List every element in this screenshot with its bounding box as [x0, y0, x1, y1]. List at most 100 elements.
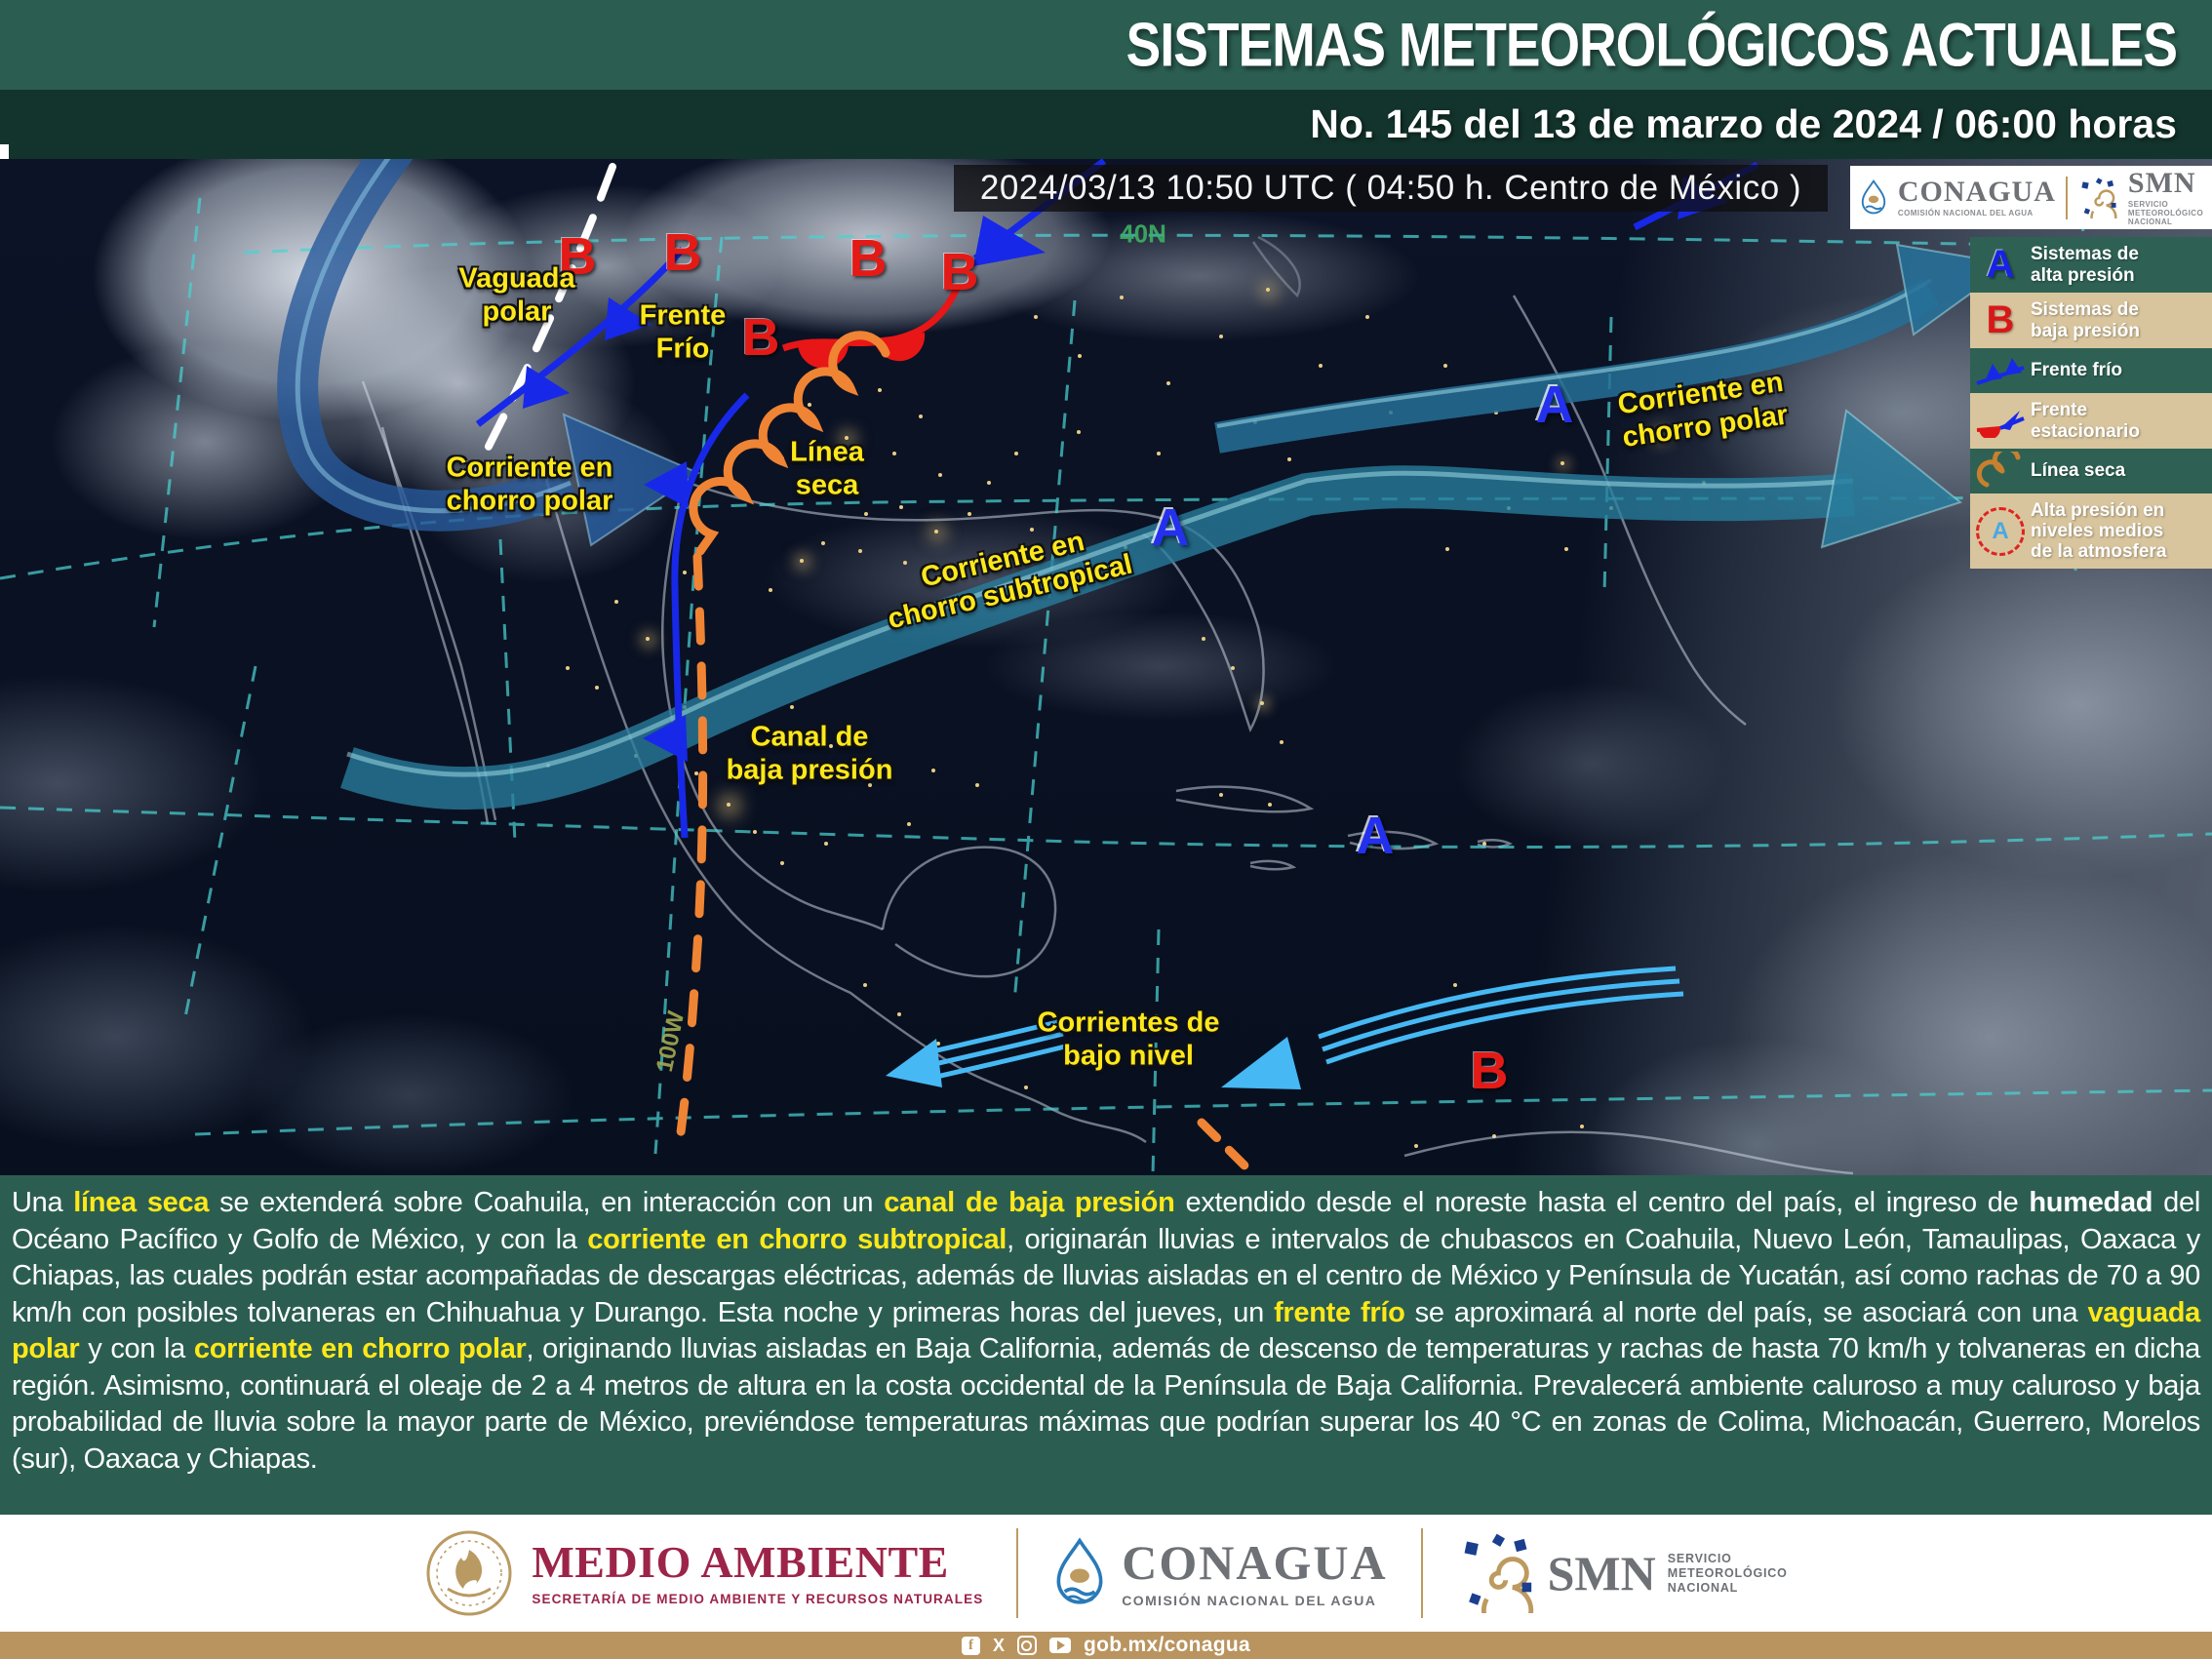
edge-artifact	[0, 144, 9, 159]
satellite-timestamp: 2024/03/13 10:50 UTC ( 04:50 h. Centro d…	[954, 165, 1828, 212]
facebook-icon[interactable]: f	[961, 1636, 980, 1655]
coastlines	[361, 235, 1854, 1175]
medio-ambiente-wordmark: MEDIO AMBIENTE	[532, 1537, 949, 1587]
smn-wordmark: SMN	[1547, 1545, 1656, 1600]
conagua-drop-icon	[1861, 178, 1886, 214]
gob-mx-link[interactable]: gob.mx/conagua	[1083, 1634, 1251, 1656]
conagua-caption: COMISIÓN NACIONAL DEL AGUA	[1122, 1593, 1377, 1608]
conagua-logo: CONAGUA COMISIÓN NACIONAL DEL AGUA	[1051, 1537, 1387, 1609]
label-chorro-polar-west: Corriente en chorro polar	[446, 452, 613, 516]
description-run: se aproximará al norte del país, se asoc…	[1404, 1296, 2088, 1328]
mid-level-high-icon: A	[1976, 506, 2025, 556]
cold-fronts	[475, 159, 1759, 839]
smn-caption: SERVICIO METEOROLÓGICO NACIONAL	[1667, 1551, 1788, 1595]
polar-jet-east	[1214, 243, 2014, 454]
instagram-icon[interactable]	[1016, 1636, 1037, 1655]
smn-wordmark: SMN	[2127, 166, 2196, 199]
bulletin-number: No. 145 del 13 de marzo de 2024 / 06:00 …	[1310, 101, 2177, 146]
description-keyword: vaguada polar	[12, 1296, 2201, 1365]
medio-ambiente-logo: MEDIO AMBIENTE SECRETARÍA DE MEDIO AMBIE…	[424, 1528, 983, 1618]
label-corrientes-bajo-nivel: Corrientes de bajo nivel	[1037, 1007, 1220, 1071]
page-title: SISTEMAS METEOROLÓGICOS ACTUALES	[1126, 10, 2178, 80]
conagua-wordmark: CONAGUA	[1122, 1535, 1388, 1590]
youtube-icon[interactable]	[1048, 1638, 1071, 1653]
mexico-seal-icon	[426, 1530, 512, 1616]
high-pressure-letter: A	[1986, 243, 2015, 286]
high-pressure-letter: A	[1992, 517, 2009, 544]
description-keyword: corriente en chorro subtropical	[587, 1223, 1007, 1255]
label-frente-frio: Frente Frío	[639, 299, 727, 364]
polar-trough-line	[472, 163, 616, 475]
cold-front-icon	[1976, 358, 2025, 385]
smn-logo: SMN SERVICIO METEOROLÓGICO NACIONAL	[1456, 1533, 1788, 1613]
subtropical-jet-arrowhead	[1820, 409, 1963, 549]
legend-row-alta-niveles-medios: A Alta presión en niveles medios de la a…	[1970, 494, 2212, 569]
description-text: Una línea seca se extenderá sobre Coahui…	[0, 1175, 2212, 1487]
conagua-caption: COMISIÓN NACIONAL DEL AGUA	[1897, 208, 2034, 217]
legend-row-alta-presion: A Sistemas de alta presión	[1970, 237, 2212, 293]
logo-divider	[2065, 176, 2068, 219]
high-pressure-letter: A	[1151, 498, 1190, 557]
footer-divider	[1016, 1528, 1019, 1618]
legend-row-linea-seca: Línea seca	[1970, 449, 2212, 494]
high-pressure-letter: A	[1535, 375, 1574, 434]
low-pressure-letter: B	[558, 227, 597, 286]
x-icon[interactable]: X	[992, 1636, 1005, 1655]
label-chorro-polar-east: Corriente en chorro polar	[1615, 366, 1791, 454]
cloud-layer	[0, 159, 2212, 1175]
footer-divider	[1420, 1528, 1423, 1618]
city-lights	[0, 159, 4, 163]
high-pressure-letter: A	[1356, 807, 1395, 865]
header-bar: SISTEMAS METEOROLÓGICOS ACTUALES	[0, 0, 2212, 90]
subheader-bar: No. 145 del 13 de marzo de 2024 / 06:00 …	[0, 90, 2212, 159]
legend-label: Sistemas de alta presión	[2031, 244, 2139, 286]
legend-label: Sistemas de baja presión	[2031, 299, 2140, 341]
day-night-terminator	[0, 159, 2212, 1175]
stationary-front	[781, 284, 962, 369]
smn-swirl-icon	[2081, 177, 2117, 218]
low-pressure-letter: B	[849, 229, 888, 288]
dry-line	[673, 331, 1249, 1170]
polar-jet-east-arrowhead	[1895, 243, 2014, 336]
smn-caption: SERVICIO METEOROLÓGICO NACIONAL	[2127, 199, 2204, 227]
low-pressure-letter: B	[741, 308, 780, 367]
low-level-current-arrows	[886, 966, 1684, 1089]
description-run: extendido desde el noreste hasta el cent…	[1174, 1187, 2030, 1218]
forecast-description: Una línea seca se extenderá sobre Coahui…	[0, 1175, 2212, 1515]
map-annotations-svg	[0, 159, 2212, 1175]
low-pressure-letter: B	[940, 243, 979, 301]
legend-label: Frente frío	[2031, 360, 2122, 381]
description-run: del Océano Pacífico y Golfo de México, y…	[12, 1187, 2200, 1255]
low-pressure-letter: B	[1470, 1042, 1509, 1100]
description-run: y con la	[79, 1333, 194, 1364]
stationary-front-icon	[1976, 410, 2025, 438]
satellite-map: B B B B B B A A A Vaguada polar Frente F…	[0, 159, 2212, 1175]
latitude-label: 40N	[1120, 218, 1166, 249]
legend-label: Alta presión en niveles medios de la atm…	[2031, 499, 2167, 563]
longitude-label: 100W	[651, 1008, 691, 1075]
low-pressure-letter: B	[663, 223, 702, 282]
description-run: , originando lluvias aisladas en Baja Ca…	[12, 1333, 2201, 1475]
dry-line-icon	[1976, 452, 2021, 488]
conagua-wordmark: CONAGUA	[1897, 175, 2056, 208]
label-vaguada-polar: Vaguada polar	[458, 262, 575, 327]
conagua-drop-icon	[1056, 1537, 1103, 1604]
legend-label: Línea seca	[2031, 460, 2126, 482]
description-keyword: corriente en chorro polar	[193, 1333, 527, 1364]
legend-row-baja-presion: B Sistemas de baja presión	[1970, 293, 2212, 348]
polar-jet-west-arrowhead	[562, 413, 701, 547]
label-canal-baja-presion: Canal de baja presión	[726, 721, 893, 785]
medio-ambiente-caption: SECRETARÍA DE MEDIO AMBIENTE Y RECURSOS …	[532, 1592, 984, 1606]
legend-label: Frente estacionario	[2031, 400, 2140, 442]
description-keyword: humedad	[2029, 1187, 2153, 1218]
description-keyword: frente frío	[1274, 1296, 1405, 1328]
legend-row-frente-estacionario: Frente estacionario	[1970, 393, 2212, 449]
subtropical-jet	[340, 409, 1963, 810]
map-legend: A Sistemas de alta presión B Sistemas de…	[1970, 237, 2212, 569]
map-logo-box: CONAGUA COMISIÓN NACIONAL DEL AGUA SMN S…	[1850, 166, 2212, 229]
smn-swirl-icon	[1464, 1533, 1533, 1613]
description-run: Una	[12, 1187, 74, 1218]
description-run: , originarán lluvias e intervalos de chu…	[12, 1223, 2200, 1328]
description-keyword: canal de baja presión	[884, 1187, 1175, 1218]
